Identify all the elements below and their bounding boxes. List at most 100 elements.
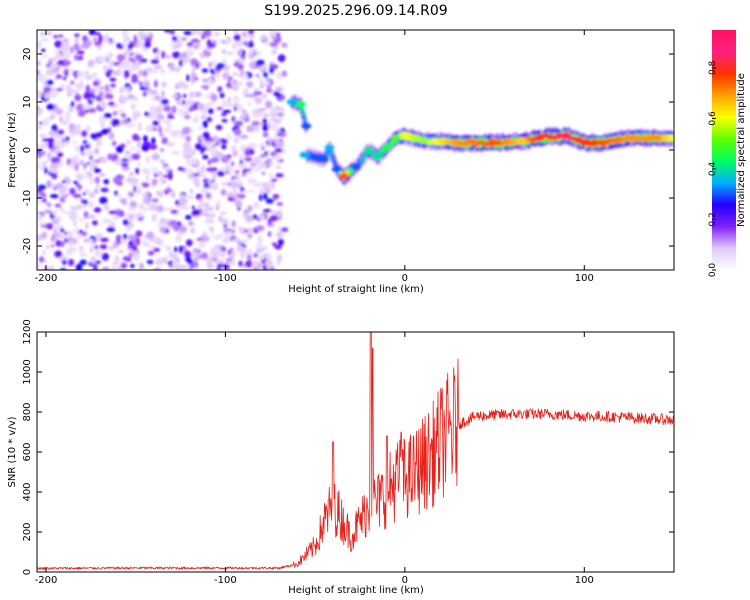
noise-blob xyxy=(114,190,118,196)
noise-blob xyxy=(275,140,285,149)
noise-blob xyxy=(253,156,262,165)
noise-blob xyxy=(101,128,109,135)
colorbar-tick-label: 0.2 xyxy=(708,212,718,226)
noise-blob xyxy=(237,40,243,47)
noise-blob xyxy=(54,227,59,231)
noise-blob xyxy=(171,36,179,42)
noise-blob xyxy=(280,227,289,233)
noise-blob xyxy=(248,30,254,35)
noise-blob xyxy=(41,231,48,240)
noise-blob xyxy=(205,217,212,223)
noise-blob xyxy=(108,127,111,133)
noise-blob xyxy=(279,96,285,101)
noise-blob xyxy=(143,135,148,143)
noise-blob xyxy=(275,173,284,178)
noise-blob xyxy=(270,178,278,182)
noise-blob xyxy=(59,196,66,203)
ridge-peak xyxy=(301,122,312,130)
noise-blob xyxy=(153,247,161,252)
noise-blob xyxy=(43,209,53,214)
noise-blob xyxy=(55,240,62,247)
noise-blob xyxy=(38,222,46,226)
noise-blob xyxy=(82,192,87,196)
noise-blob xyxy=(201,68,209,73)
noise-blob xyxy=(174,246,178,253)
noise-blob xyxy=(74,38,79,42)
noise-blob xyxy=(233,30,239,35)
noise-blob xyxy=(48,130,57,137)
ridge-peak xyxy=(319,156,330,163)
noise-blob xyxy=(99,173,106,177)
noise-blob xyxy=(176,212,181,217)
noise-blob xyxy=(57,53,63,59)
noise-blob xyxy=(130,263,135,268)
noise-blob xyxy=(207,159,211,165)
noise-blob xyxy=(96,55,104,63)
noise-blob xyxy=(210,99,215,106)
noise-blob xyxy=(48,265,55,270)
noise-blob xyxy=(232,40,238,49)
noise-blob xyxy=(127,43,133,50)
noise-blob xyxy=(191,158,198,165)
noise-blob xyxy=(73,130,82,135)
noise-blob xyxy=(255,225,265,232)
noise-blob xyxy=(54,40,63,49)
noise-blob xyxy=(66,87,75,94)
noise-blob xyxy=(123,69,130,78)
noise-blob xyxy=(128,252,132,260)
noise-blob xyxy=(143,193,150,200)
noise-blob xyxy=(276,202,284,206)
noise-blob xyxy=(158,176,164,185)
noise-blob xyxy=(215,124,223,131)
noise-blob xyxy=(269,67,274,74)
noise-blob xyxy=(177,35,183,43)
noise-blob xyxy=(103,65,109,72)
noise-blob xyxy=(157,223,161,227)
noise-blob xyxy=(94,167,98,171)
noise-blob xyxy=(105,84,109,92)
noise-blob xyxy=(203,208,208,213)
noise-blob xyxy=(202,120,208,129)
noise-blob xyxy=(236,193,246,199)
noise-blob xyxy=(39,31,46,37)
noise-blob xyxy=(240,186,245,192)
noise-blob xyxy=(178,98,183,105)
y-tick-label: 800 xyxy=(22,402,33,421)
noise-blob xyxy=(259,188,265,195)
noise-blob xyxy=(40,142,48,149)
noise-blob xyxy=(146,242,150,247)
noise-blob xyxy=(102,156,107,164)
noise-blob xyxy=(82,35,88,42)
noise-blob xyxy=(135,167,140,175)
noise-blob xyxy=(249,167,253,171)
noise-blob xyxy=(233,79,236,84)
noise-blob xyxy=(264,100,273,109)
noise-blob xyxy=(82,103,91,110)
noise-blob xyxy=(183,154,193,160)
noise-blob xyxy=(247,247,253,255)
noise-blob xyxy=(91,72,98,78)
noise-blob xyxy=(136,140,141,148)
noise-blob xyxy=(68,241,73,249)
noise-blob xyxy=(132,213,138,220)
y-tick-label: 200 xyxy=(22,522,33,541)
noise-blob xyxy=(218,258,224,265)
noise-blob xyxy=(191,65,196,72)
noise-blob xyxy=(125,139,132,145)
noise-blob xyxy=(142,141,152,147)
noise-blob xyxy=(177,167,187,171)
noise-blob xyxy=(214,71,220,76)
noise-blob xyxy=(236,50,243,56)
noise-blob xyxy=(251,260,259,269)
noise-blob xyxy=(258,77,263,82)
noise-blob xyxy=(123,228,132,232)
noise-blob xyxy=(274,38,281,43)
noise-blob xyxy=(87,99,93,105)
y-tick-label: 600 xyxy=(22,442,33,461)
noise-blob xyxy=(165,245,172,252)
noise-blob xyxy=(275,32,281,37)
noise-blob xyxy=(269,160,272,164)
noise-blob xyxy=(187,221,194,226)
noise-blob xyxy=(85,72,91,77)
noise-blob xyxy=(161,50,166,59)
